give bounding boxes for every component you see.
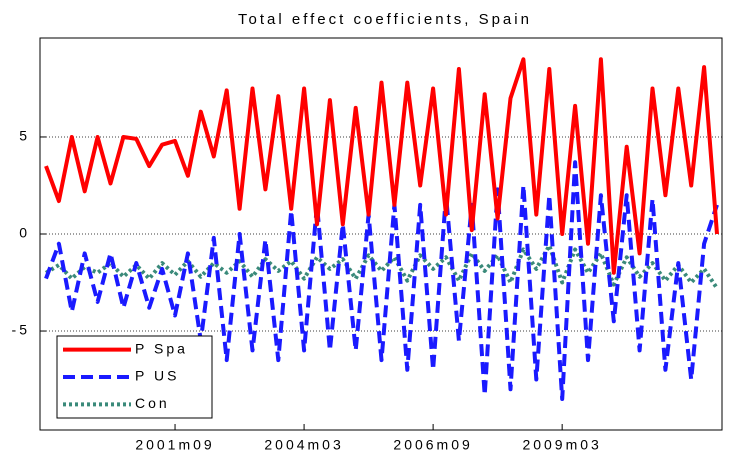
x-tick-label: 2006m09 [393, 437, 472, 453]
legend-label: P Spa [135, 340, 188, 356]
legend-label: Con [135, 395, 170, 411]
legend-label: P US [135, 368, 179, 384]
y-tick-label: 0 [19, 225, 30, 241]
x-tick-label: 2001m09 [135, 437, 214, 453]
y-tick-label: 5 [19, 128, 30, 144]
y-tick-label: -5 [12, 322, 30, 338]
series-line [44, 57, 719, 275]
chart-title: Total effect coefficients, Spain [238, 11, 532, 28]
series-line [44, 243, 719, 290]
x-tick-label: 2004m03 [264, 437, 343, 453]
x-tick-label: 2009m03 [522, 437, 601, 453]
series-line [44, 160, 719, 401]
